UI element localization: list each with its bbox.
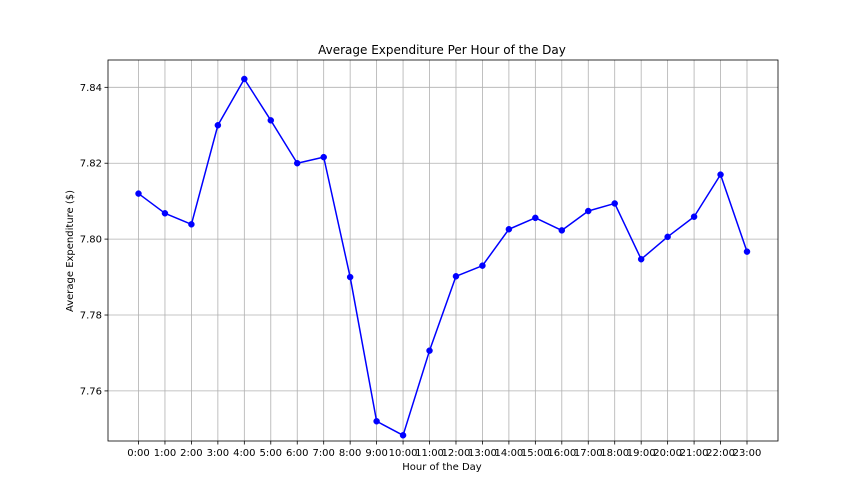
data-point (479, 262, 486, 269)
data-point (373, 418, 380, 425)
data-point (214, 122, 222, 129)
data-point (267, 117, 275, 124)
y-axis: 7.76 7.78 7.80 7.82 7.84 (80, 83, 108, 397)
y-tick-label: 7.84 (80, 83, 102, 94)
data-point (505, 225, 513, 233)
data-point (664, 233, 671, 241)
plot-frame (107, 59, 779, 442)
x-tick-label: 18:00 (600, 448, 629, 459)
y-tick-label: 7.80 (80, 235, 102, 246)
y-tick-label: 7.76 (80, 386, 102, 397)
data-point (241, 75, 248, 83)
x-tick-label: 11:00 (415, 448, 444, 459)
x-tick-label: 15:00 (521, 448, 550, 459)
data-point (135, 190, 142, 197)
x-tick-label: 21:00 (680, 448, 709, 459)
x-tick-label: 2:00 (180, 448, 202, 459)
x-axis: 0:00 1:00 2:00 3:00 4:00 5:00 6:00 7:00 8:00 9:00… (127, 441, 761, 459)
x-tick-label: 13:00 (468, 448, 497, 459)
data-point (399, 432, 407, 439)
data-point (293, 159, 301, 167)
series-line (138, 78, 748, 437)
x-tick-label: 12:00 (442, 448, 471, 459)
data-point (585, 207, 592, 215)
data-point (717, 171, 724, 178)
y-tick-label: 7.78 (80, 311, 102, 322)
x-tick-label: 23:00 (733, 448, 762, 459)
x-tick-label: 19:00 (627, 448, 656, 459)
data-point (637, 255, 645, 263)
x-tick-label: 5:00 (260, 448, 282, 459)
x-tick-label: 20:00 (653, 448, 682, 459)
data-point (611, 200, 618, 207)
x-axis-label: Hour of the Day (402, 462, 482, 473)
data-point (320, 153, 327, 161)
plot-border (107, 59, 779, 442)
x-tick-label: 6:00 (286, 448, 308, 459)
x-tick-label: 14:00 (494, 448, 523, 459)
data-point (452, 273, 460, 280)
x-tick-label: 9:00 (365, 448, 387, 459)
x-tick-label: 7:00 (312, 448, 334, 459)
data-point (426, 347, 433, 354)
data-point (743, 248, 751, 255)
data-point (188, 221, 195, 228)
x-tick-label: 22:00 (706, 448, 735, 459)
data-point (532, 214, 539, 222)
series-layer (135, 75, 751, 439)
x-tick-label: 3:00 (207, 448, 229, 459)
y-axis-label: Average Expenditure ($) (65, 190, 76, 312)
x-tick-label: 16:00 (547, 448, 576, 459)
chart-title: Average Expenditure Per Hour of the Day (318, 43, 566, 57)
x-tick-label: 4:00 (233, 448, 255, 459)
x-tick-label: 8:00 (339, 448, 361, 459)
data-point (161, 210, 169, 217)
data-point (558, 227, 566, 234)
data-point (690, 213, 698, 220)
data-point (346, 273, 354, 281)
x-tick-label: 10:00 (389, 448, 418, 459)
y-tick-label: 7.82 (80, 159, 102, 170)
x-tick-label: 1:00 (154, 448, 176, 459)
x-tick-label: 17:00 (574, 448, 603, 459)
x-tick-label: 0:00 (127, 448, 149, 459)
